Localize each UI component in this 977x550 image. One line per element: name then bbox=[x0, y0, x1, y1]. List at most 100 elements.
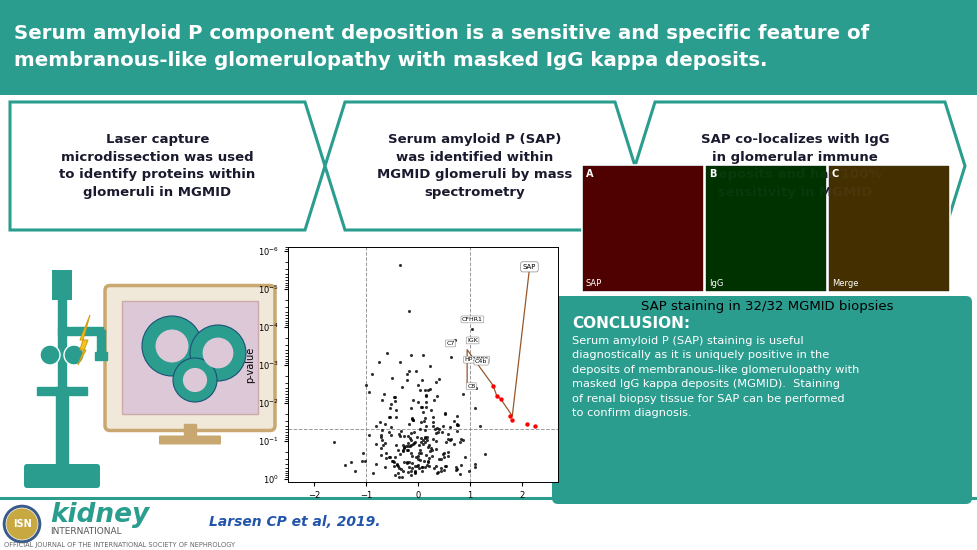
Point bbox=[417, 426, 433, 434]
Point bbox=[448, 427, 464, 436]
Text: C: C bbox=[832, 169, 839, 179]
Point bbox=[384, 423, 400, 432]
Point bbox=[355, 448, 370, 457]
Point bbox=[381, 427, 397, 436]
Point bbox=[410, 440, 426, 449]
Point bbox=[391, 464, 406, 473]
Point bbox=[467, 460, 483, 469]
Point bbox=[417, 438, 433, 447]
Point bbox=[383, 430, 399, 439]
Point bbox=[504, 415, 520, 424]
Point bbox=[464, 324, 480, 333]
Point bbox=[451, 469, 467, 478]
Point bbox=[467, 462, 483, 471]
Point bbox=[448, 466, 464, 475]
Point bbox=[396, 443, 411, 452]
Polygon shape bbox=[635, 102, 965, 230]
Point bbox=[361, 387, 377, 396]
Point bbox=[414, 375, 430, 384]
Circle shape bbox=[155, 329, 189, 362]
Point bbox=[391, 472, 406, 481]
Point bbox=[411, 448, 427, 457]
Point bbox=[402, 367, 417, 376]
Point bbox=[421, 441, 437, 449]
Point bbox=[426, 395, 442, 404]
Point bbox=[428, 437, 444, 446]
Point bbox=[401, 307, 416, 316]
Text: Larsen CP et al, 2019.: Larsen CP et al, 2019. bbox=[209, 515, 381, 529]
Point bbox=[405, 416, 421, 425]
Point bbox=[423, 406, 439, 415]
Point bbox=[364, 370, 380, 378]
Point bbox=[373, 430, 389, 439]
Point bbox=[401, 446, 416, 454]
Polygon shape bbox=[10, 102, 325, 230]
Text: Serum amyloid P (SAP) staining is useful
diagnostically as it is uniquely positi: Serum amyloid P (SAP) staining is useful… bbox=[572, 336, 860, 418]
Point bbox=[399, 458, 414, 466]
Point bbox=[373, 450, 389, 459]
Point bbox=[395, 472, 410, 481]
Point bbox=[410, 381, 426, 389]
Point bbox=[409, 433, 425, 442]
Point bbox=[379, 348, 395, 357]
Circle shape bbox=[6, 508, 38, 540]
Point bbox=[385, 456, 401, 465]
Point bbox=[431, 455, 446, 464]
Text: C7: C7 bbox=[446, 341, 454, 346]
FancyBboxPatch shape bbox=[705, 165, 827, 292]
Point bbox=[403, 467, 418, 476]
Point bbox=[402, 458, 417, 467]
Point bbox=[374, 396, 390, 405]
Point bbox=[417, 434, 433, 443]
Point bbox=[401, 468, 416, 477]
Point bbox=[389, 440, 404, 449]
Bar bbox=[184, 424, 196, 439]
Point bbox=[436, 465, 451, 474]
Point bbox=[404, 471, 419, 480]
Point bbox=[406, 428, 422, 437]
Bar bbox=[95, 352, 107, 360]
Point bbox=[400, 439, 415, 448]
Point bbox=[387, 393, 403, 402]
Text: Laser capture
microdissection was used
to identify proteins within
glomeruli in : Laser capture microdissection was used t… bbox=[60, 133, 256, 199]
Point bbox=[421, 454, 437, 463]
Point bbox=[418, 398, 434, 406]
Text: SAP staining in 32/32 MGMID biopsies: SAP staining in 32/32 MGMID biopsies bbox=[641, 300, 893, 313]
FancyBboxPatch shape bbox=[159, 436, 221, 444]
Point bbox=[386, 461, 402, 470]
Point bbox=[384, 373, 400, 382]
Point bbox=[372, 417, 388, 426]
Point bbox=[413, 449, 429, 458]
Point bbox=[404, 415, 420, 424]
Point bbox=[414, 403, 430, 412]
Point bbox=[414, 463, 430, 471]
Point bbox=[413, 437, 429, 446]
FancyBboxPatch shape bbox=[706, 166, 826, 291]
Point bbox=[455, 436, 471, 445]
Point bbox=[391, 430, 406, 439]
Point bbox=[407, 366, 423, 375]
Point bbox=[394, 383, 409, 392]
Point bbox=[385, 456, 401, 465]
Y-axis label: p-value: p-value bbox=[245, 346, 255, 383]
Point bbox=[425, 412, 441, 421]
Point bbox=[416, 416, 432, 425]
Point bbox=[443, 422, 458, 431]
Point bbox=[393, 432, 408, 441]
FancyBboxPatch shape bbox=[828, 165, 950, 292]
FancyBboxPatch shape bbox=[583, 166, 703, 291]
Point bbox=[387, 453, 403, 462]
Point bbox=[395, 466, 410, 475]
Point bbox=[472, 421, 488, 430]
Point bbox=[443, 353, 458, 361]
FancyBboxPatch shape bbox=[105, 285, 275, 431]
Polygon shape bbox=[325, 102, 635, 230]
Point bbox=[437, 410, 452, 419]
Point bbox=[428, 428, 444, 437]
Point bbox=[381, 453, 397, 461]
Point bbox=[447, 462, 463, 471]
Point bbox=[396, 447, 411, 455]
Point bbox=[488, 392, 504, 400]
Point bbox=[404, 441, 419, 450]
Text: INTERNATIONAL: INTERNATIONAL bbox=[50, 527, 121, 536]
